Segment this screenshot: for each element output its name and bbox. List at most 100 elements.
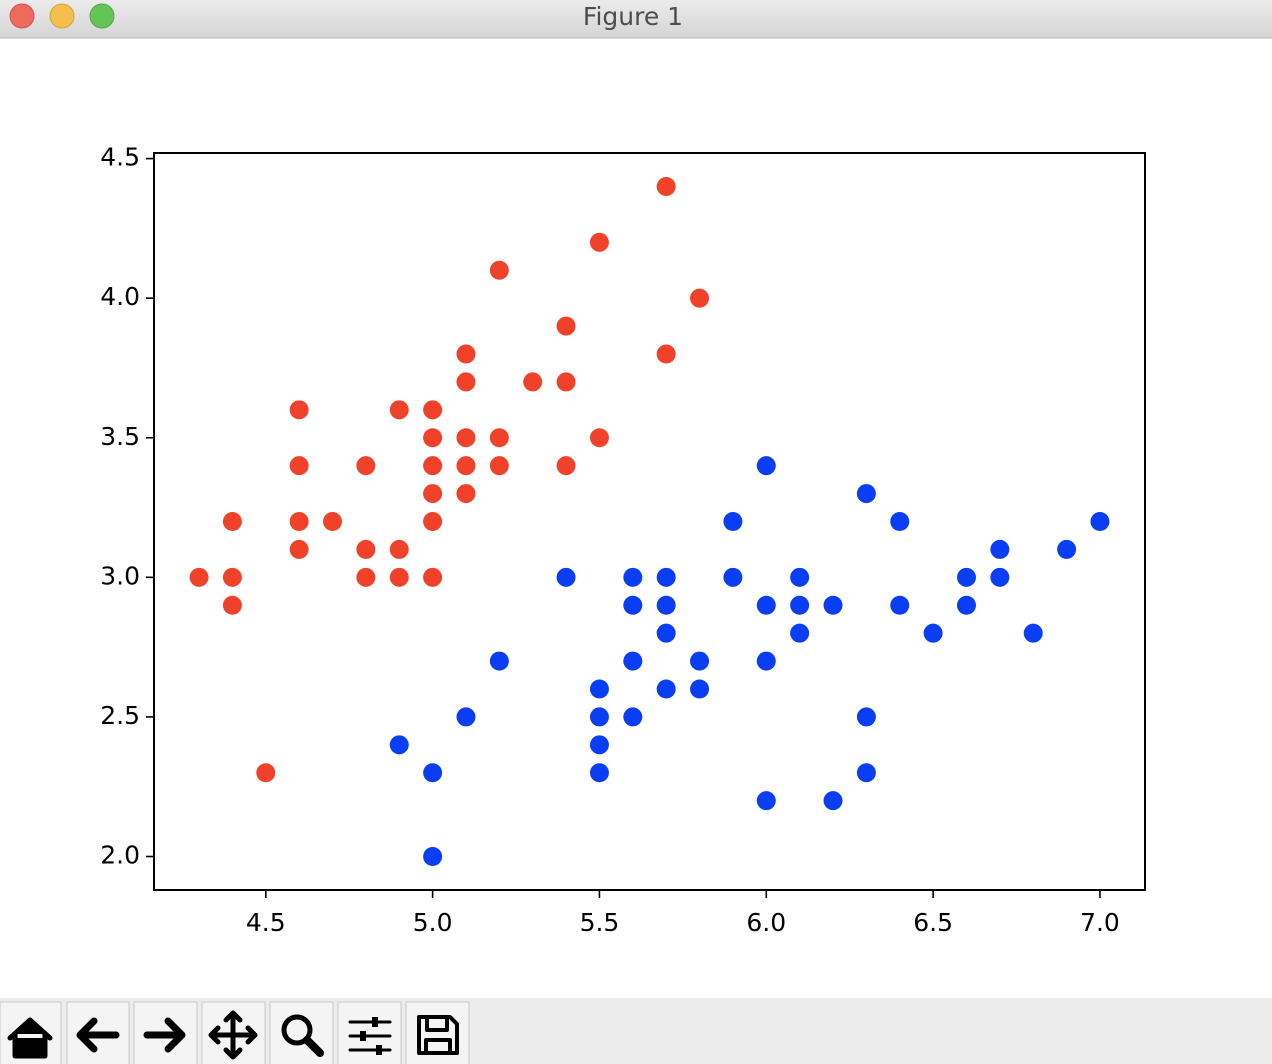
x-tick-label: 6.0 (746, 908, 786, 937)
scatter-point (456, 484, 476, 504)
scatter-point (923, 623, 943, 643)
home-button[interactable] (0, 1001, 62, 1064)
y-tick-label: 2.0 (100, 841, 140, 870)
scatter-point (990, 567, 1010, 587)
scatter-point (456, 344, 476, 364)
scatter-point (656, 679, 676, 699)
x-tick-label: 6.5 (913, 908, 953, 937)
configure-button[interactable] (337, 1001, 402, 1064)
scatter-point (289, 512, 309, 531)
scatter-point (323, 512, 343, 531)
scatter-point (423, 763, 443, 783)
scatter-point (856, 763, 876, 783)
scatter-point (523, 372, 543, 392)
scatter-point (423, 847, 443, 866)
scatter-point (1023, 623, 1043, 643)
scatter-point (1090, 512, 1110, 531)
forward-button[interactable] (133, 1001, 198, 1064)
scatter-point (556, 316, 576, 336)
scatter-point (222, 512, 242, 531)
scatter-point (856, 484, 876, 504)
scatter-point (990, 539, 1010, 559)
scatter-point (956, 567, 976, 587)
scatter-point (589, 428, 609, 448)
y-tick-label: 3.5 (100, 422, 140, 451)
scatter-point (790, 623, 810, 643)
title-bar (0, 0, 1272, 38)
scatter-point (656, 595, 676, 615)
scatter-point (856, 707, 876, 727)
scatter-point (690, 679, 710, 699)
scatter-point (623, 651, 643, 671)
axes-frame (153, 152, 1146, 891)
pan-button[interactable] (201, 1001, 266, 1064)
scatter-point (456, 456, 476, 476)
scatter-point (756, 651, 776, 671)
scatter-point (589, 707, 609, 727)
scatter-point (222, 567, 242, 587)
scatter-point (756, 791, 776, 811)
scatter-point (489, 456, 509, 476)
scatter-point (356, 456, 376, 476)
minimize-button[interactable] (49, 3, 75, 29)
scatter-point (489, 651, 509, 671)
save-button[interactable] (405, 1001, 470, 1064)
scatter-point (556, 567, 576, 587)
scatter-point (656, 344, 676, 364)
y-tick-label: 4.5 (100, 143, 140, 172)
scatter-point (756, 456, 776, 476)
zoom-tool-button[interactable] (269, 1001, 334, 1064)
y-tick-label: 2.5 (100, 701, 140, 730)
scatter-point (489, 260, 509, 280)
scatter-point (456, 372, 476, 392)
scatter-point (222, 595, 242, 615)
scatter-point (656, 567, 676, 587)
y-tick-label: 3.0 (100, 561, 140, 590)
scatter-point (389, 400, 409, 420)
scatter-point (389, 735, 409, 755)
plot-area: 4.5 5.0 5.5 6.0 6.5 7.0 2.0 2.5 3.0 3.5 4.0 4.5 (100, 143, 1120, 937)
scatter-point (656, 177, 676, 196)
scatter-point (556, 372, 576, 392)
scatter-point (823, 791, 843, 811)
scatter-point (489, 428, 509, 448)
scatter-point (289, 400, 309, 420)
scatter-point (389, 567, 409, 587)
x-tick-label: 5.5 (580, 908, 620, 937)
scatter-point (890, 595, 910, 615)
y-tick-label: 4.0 (100, 282, 140, 311)
scatter-point (389, 539, 409, 559)
scatter-point (423, 428, 443, 448)
scatter-point (589, 763, 609, 783)
scatter-point (589, 735, 609, 755)
x-tick-label: 7.0 (1080, 908, 1120, 937)
scatter-point (589, 679, 609, 699)
scatter-point (423, 456, 443, 476)
scatter-point (356, 567, 376, 587)
scatter-point (423, 484, 443, 504)
scatter-point (790, 567, 810, 587)
scatter-point (356, 539, 376, 559)
scatter-point (423, 567, 443, 587)
scatter-point (790, 595, 810, 615)
scatter-point (423, 512, 443, 531)
window-title: Figure 1 (583, 2, 683, 31)
scatter-point (623, 567, 643, 587)
scatter-point (956, 595, 976, 615)
scatter-point (690, 651, 710, 671)
scatter-point (556, 456, 576, 476)
back-button[interactable] (66, 1001, 130, 1064)
scatter-point (656, 623, 676, 643)
close-button[interactable] (9, 3, 35, 29)
scatter-point (289, 539, 309, 559)
zoom-button[interactable] (89, 3, 115, 29)
scatter-point (256, 763, 276, 783)
scatter-point (823, 595, 843, 615)
scatter-point (189, 567, 209, 587)
scatter-point (623, 595, 643, 615)
scatter-point (890, 512, 910, 531)
x-tick-label: 5.0 (413, 908, 453, 937)
scatter-point (1057, 539, 1077, 559)
scatter-point (456, 428, 476, 448)
